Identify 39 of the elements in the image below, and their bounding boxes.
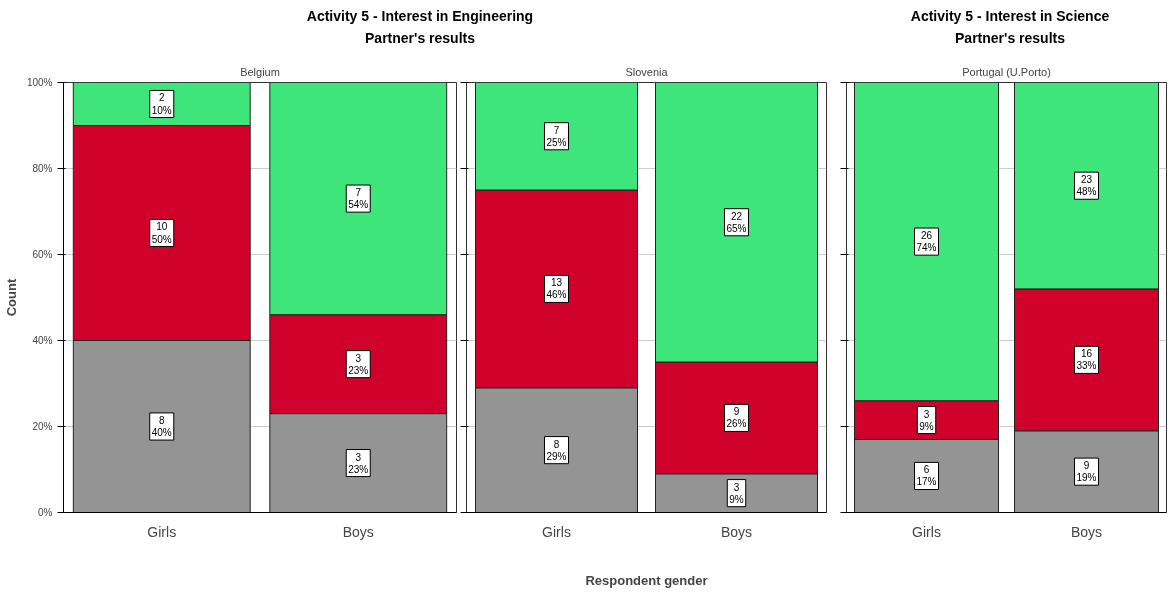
x-axis-title: Respondent gender — [585, 572, 708, 588]
x-tick-label: Girls — [147, 523, 177, 540]
x-tick-label: Boys — [720, 523, 753, 540]
chart-title: Activity 5 - Interest in Engineering — [306, 8, 534, 24]
y-axis-title: Count — [3, 278, 19, 317]
data-label: 6 17% — [916, 464, 937, 488]
text: Slovenia — [625, 65, 669, 78]
data-label: 23 48% — [1076, 174, 1097, 198]
data-label: 3 23% — [348, 352, 369, 376]
x-tick-label: Boys — [342, 523, 374, 540]
data-label: 26 74% — [916, 230, 937, 254]
y-tick-label: 40% — [32, 335, 53, 346]
x-tick-label: Boys — [1070, 523, 1103, 540]
chart-title: Activity 5 - Interest in Science — [910, 8, 1110, 24]
data-label: 7 25% — [546, 124, 567, 148]
text: Belgium — [240, 65, 280, 78]
data-label: 13 46% — [546, 277, 567, 301]
x-tick-label: Girls — [542, 523, 571, 540]
data-label: 16 33% — [1076, 348, 1097, 372]
y-tick-label: 0% — [38, 507, 53, 518]
y-tick-label: 80% — [32, 163, 53, 174]
chart-subtitle: Partner's results — [955, 30, 1065, 46]
data-label: 10 50% — [151, 221, 172, 245]
chart-subtitle: Partner's results — [365, 30, 475, 46]
data-label: 22 65% — [726, 210, 747, 234]
y-tick-label: 60% — [32, 249, 53, 260]
y-tick-label: 100% — [26, 77, 53, 88]
data-label: 8 29% — [546, 438, 567, 462]
x-tick-label: Girls — [912, 523, 941, 540]
data-label: 9 19% — [1076, 460, 1097, 484]
data-label: 8 40% — [151, 414, 172, 439]
data-label: 3 9% — [919, 408, 934, 432]
data-label: 2 10% — [151, 92, 172, 116]
y-tick-label: 20% — [32, 421, 53, 432]
data-label: 9 26% — [726, 406, 747, 430]
data-label: 3 23% — [348, 451, 369, 475]
data-label: 7 54% — [348, 187, 369, 211]
text: Portugal (U.Porto) — [962, 65, 1051, 78]
data-label: 3 9% — [729, 481, 744, 505]
